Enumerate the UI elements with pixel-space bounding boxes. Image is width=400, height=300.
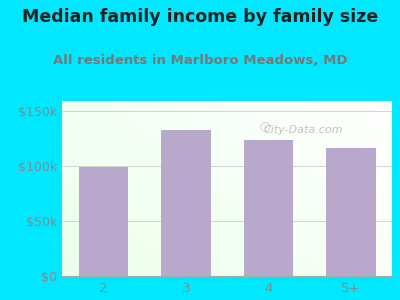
Text: City-Data.com: City-Data.com [263,125,343,135]
Text: All residents in Marlboro Meadows, MD: All residents in Marlboro Meadows, MD [53,54,347,67]
Bar [326,148,376,276]
Bar [244,140,293,276]
Bar [78,167,128,276]
Text: ⊙: ⊙ [258,120,271,135]
Bar [161,130,210,276]
Text: Median family income by family size: Median family income by family size [22,8,378,26]
